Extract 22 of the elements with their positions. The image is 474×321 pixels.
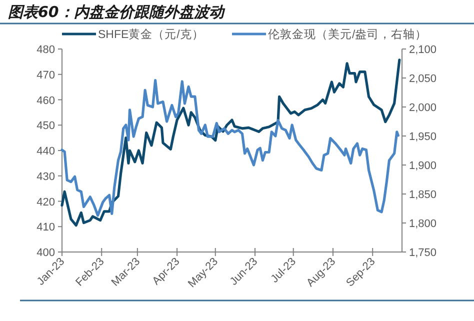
y-tick-label: 420	[36, 196, 55, 208]
y-tick-label: 450	[36, 120, 55, 132]
y2-tick-label: 1,950	[409, 131, 437, 143]
y-tick-label: 430	[36, 170, 55, 183]
y-tick-label: 400	[36, 247, 55, 259]
y2-tick-label: 1,800	[409, 218, 437, 230]
y-tick-label: 470	[36, 69, 55, 82]
y2-tick-label: 1,850	[409, 189, 437, 201]
line-series	[60, 79, 400, 217]
chart-title: 图表60：内盘金价跟随外盘波动	[8, 3, 226, 21]
y2-tick-label: 2,100	[409, 44, 437, 56]
y2-tick-label: 1,750	[409, 247, 437, 259]
y2-tick-label: 2,000	[409, 102, 437, 114]
line-series	[60, 58, 401, 227]
legend-label: 伦敦金现（美元/盎司，右轴）	[268, 27, 428, 41]
y-tick-label: 460	[36, 94, 55, 107]
y2-tick-label: 2,050	[409, 73, 437, 85]
y-tick-label: 440	[36, 146, 55, 158]
y-tick-label: 410	[36, 222, 55, 234]
y-tick-label: 480	[36, 44, 55, 56]
y2-tick-label: 1,900	[409, 160, 437, 172]
legend-label: SHFE黄金（元/克）	[98, 28, 204, 41]
